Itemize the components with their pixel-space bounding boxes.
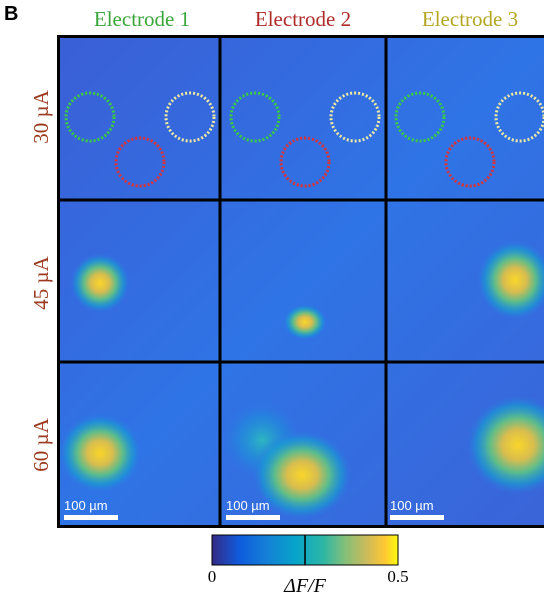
scale-bar (390, 515, 444, 520)
colorbar-tick-label: 0.5 (387, 567, 408, 586)
column-label: Electrode 2 (255, 7, 351, 31)
colorbar-label: ΔF/F (283, 575, 327, 593)
column-label: Electrode 3 (422, 7, 518, 31)
scale-bar (226, 515, 280, 520)
scale-bar-label: 100 µm (64, 498, 108, 513)
colorbar-tick-label: 0 (208, 567, 217, 586)
figure-panel: B Electrode 1 Electrode 2 Electrode 3 30… (0, 0, 544, 593)
scale-bar-label: 100 µm (226, 498, 270, 513)
scale-bar-label: 100 µm (390, 498, 434, 513)
row-label: 30 µA (29, 89, 53, 143)
panel-label: B (4, 3, 18, 25)
row-label: 45 µA (29, 255, 53, 309)
activation (58, 413, 142, 493)
activation (70, 253, 130, 313)
image-grid: 100 µm 100 µm 100 µm (57, 35, 544, 528)
column-label: Electrode 1 (94, 7, 190, 31)
colorbar: ΔF/F 0 0.5 (208, 535, 409, 593)
row-label: 60 µA (29, 417, 53, 471)
activation (283, 304, 327, 340)
scale-bar (64, 515, 118, 520)
